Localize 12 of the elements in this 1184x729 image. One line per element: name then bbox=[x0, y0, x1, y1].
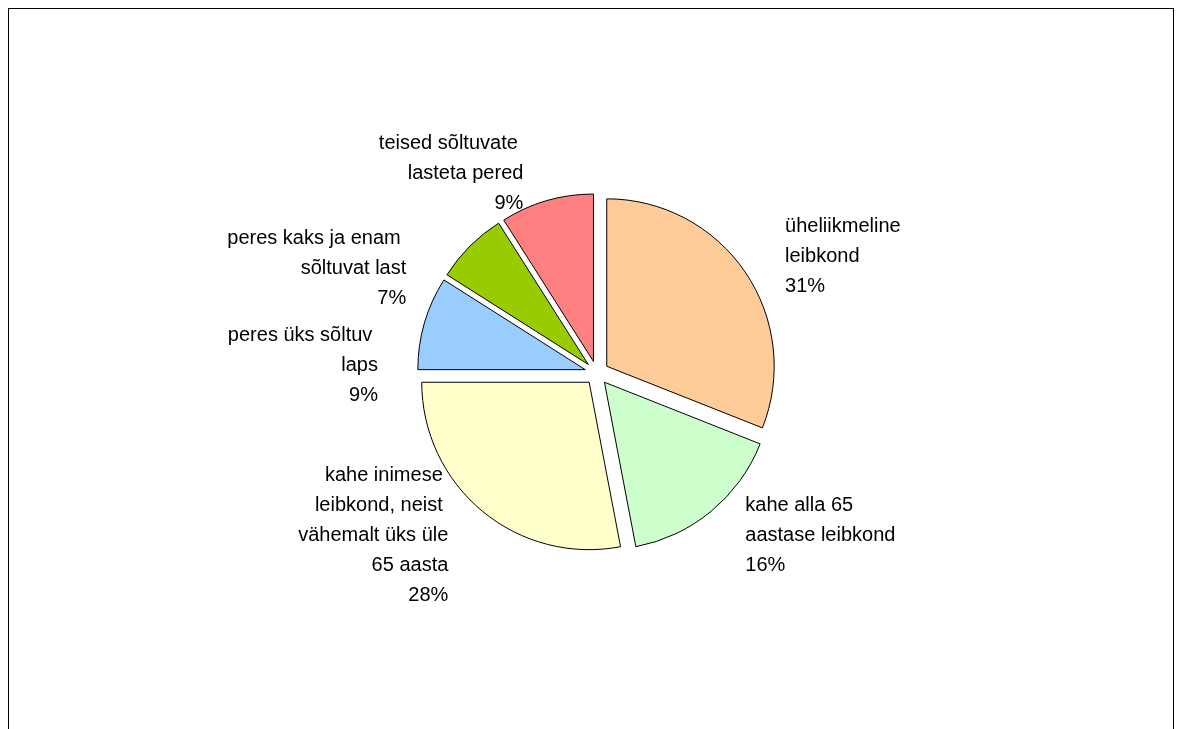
slice-label: üheliikmeline leibkond bbox=[785, 214, 907, 267]
data-label: 9% bbox=[349, 383, 379, 406]
slice-label: peres üks sõltuv laps bbox=[227, 323, 378, 376]
data-label: 28% bbox=[408, 583, 449, 606]
slice-label: kahe inimese leibkond, neist vähemalt üks üle 65 aasta bbox=[298, 463, 450, 576]
data-label: 16% bbox=[745, 553, 786, 576]
data-label: 9% bbox=[494, 190, 524, 213]
data-label: 7% bbox=[377, 285, 407, 308]
data-label: 31% bbox=[785, 274, 826, 297]
slice-label: teised sõltuvate lasteta pered bbox=[378, 130, 524, 183]
slice-label: peres kaks ja enam sõltuvat last bbox=[227, 225, 407, 278]
slice-label: kahe alla 65 aastase leibkond bbox=[745, 493, 896, 546]
